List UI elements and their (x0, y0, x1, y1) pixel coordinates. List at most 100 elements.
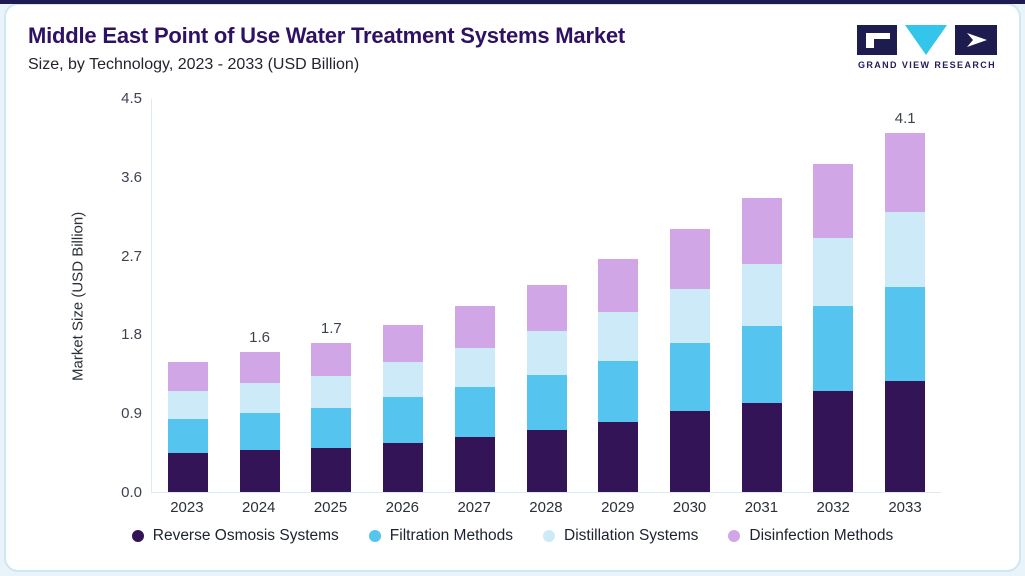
bar-segment (741, 325, 782, 403)
bar-2032 (798, 99, 870, 492)
y-tick-label: 0.9 (121, 405, 142, 423)
header: Middle East Point of Use Water Treatment… (6, 5, 1019, 99)
bar-segment (454, 386, 495, 437)
y-tick-label: 2.7 (121, 247, 142, 265)
bar-segment (670, 343, 710, 412)
bar-segment (526, 429, 567, 492)
x-tick-label: 2025 (313, 499, 348, 516)
legend-dot-icon (368, 530, 381, 542)
legend-item: Distillation Systems (543, 527, 698, 545)
bar-segment (311, 376, 352, 408)
bar-2033: 4.1 (869, 99, 941, 492)
bar-segment (526, 374, 567, 430)
bar-segment (311, 407, 352, 449)
x-tick-label: 2029 (601, 499, 635, 516)
bar-total-label: 1.6 (249, 328, 271, 346)
bar-2028 (511, 99, 583, 492)
grand-view-research-logo: GRAND VIEW RESEARCH (857, 25, 997, 70)
legend: Reverse Osmosis Systems Filtration Method… (6, 527, 1019, 545)
x-tick-label: 2026 (385, 499, 420, 516)
bar-segment (741, 402, 782, 492)
x-tick-label: 2033 (888, 499, 922, 516)
logo-mark-icon (857, 25, 997, 55)
x-tick-label: 2028 (529, 499, 563, 516)
bar-segment (239, 449, 280, 492)
bar-segment (813, 391, 854, 492)
bar-2023 (152, 99, 224, 492)
bar-2029 (582, 99, 654, 492)
bar-2030 (654, 99, 726, 492)
bar-segment (813, 306, 854, 392)
bar-segment (670, 288, 710, 344)
bar-segment (598, 421, 639, 492)
bar-segment (598, 311, 639, 361)
stacked-bar-chart: Market Size (USD Billion) 0.0 0.9 1.8 2.7 3.… (6, 90, 1019, 523)
bar-total-label: 4.1 (894, 110, 916, 128)
bar-segment (239, 383, 280, 414)
bar-segment (383, 397, 424, 443)
bar-segment (741, 264, 782, 326)
bar-segment (885, 133, 926, 212)
bar-segment (526, 330, 567, 375)
bar-segment (670, 411, 710, 492)
legend-label: Disinfection Methods (749, 527, 894, 544)
bar-segment (311, 343, 352, 377)
legend-label: Filtration Methods (389, 527, 513, 544)
bar-segment (813, 238, 854, 307)
x-tick-label: 2027 (457, 499, 491, 516)
legend-dot-icon (131, 530, 144, 542)
bar-segment (454, 305, 495, 348)
plot-area: 1.6 1.7 4.1 (151, 99, 941, 493)
x-tick-label: 2023 (170, 499, 204, 516)
x-tick-label: 2031 (744, 499, 779, 516)
y-tick-label: 0.0 (121, 484, 142, 501)
top-rule (0, 0, 1025, 4)
page-subtitle: Size, by Technology, 2023 - 2033 (USD Bi… (28, 56, 360, 74)
bar-2024: 1.6 (224, 99, 296, 492)
bar-segment (885, 380, 926, 492)
bar-2025: 1.7 (295, 99, 367, 492)
bar-segment (383, 324, 424, 363)
bar-segment (239, 351, 280, 384)
bar-segment (670, 229, 710, 289)
bar-segment (885, 287, 926, 381)
bar-segment (239, 413, 280, 450)
title-block: Middle East Point of Use Water Treatment… (28, 23, 625, 74)
bar-2026 (367, 99, 439, 492)
legend-item: Filtration Methods (368, 527, 513, 545)
y-axis-label: Market Size (USD Billion) (69, 211, 87, 381)
bar-segment (454, 347, 495, 387)
bar-2031 (726, 99, 798, 492)
legend-label: Reverse Osmosis Systems (152, 527, 339, 544)
bar-segment (167, 419, 208, 453)
x-axis-labels: 2023 2024 2025 2026 2027 2028 2029 2030 2031 2032… (151, 499, 941, 516)
bar-segment (885, 211, 926, 288)
bar-segment (383, 442, 424, 492)
page-title: Middle East Point of Use Water Treatment… (28, 23, 626, 48)
y-tick-label: 4.5 (121, 90, 142, 107)
bar-segment (167, 362, 208, 392)
legend-dot-icon (543, 530, 555, 542)
bar-segment (598, 259, 639, 312)
y-tick-label: 1.8 (121, 326, 142, 344)
y-tick-label: 3.6 (121, 168, 142, 186)
bar-segment (167, 391, 208, 420)
legend-item: Disinfection Methods (728, 527, 893, 545)
x-tick-label: 2032 (816, 499, 850, 516)
x-tick-label: 2030 (672, 499, 707, 516)
bar-2027 (439, 99, 511, 492)
legend-dot-icon (728, 530, 741, 542)
legend-item: Reverse Osmosis Systems (131, 527, 339, 545)
x-tick-label: 2024 (242, 499, 276, 516)
bar-segment (813, 163, 854, 239)
bar-segment (383, 362, 424, 398)
y-axis-ticks: 0.0 0.9 1.8 2.7 3.6 4.5 (94, 90, 142, 501)
bar-segment (526, 284, 567, 331)
bar-segment (311, 448, 352, 492)
logo-text: GRAND VIEW RESEARCH (857, 60, 997, 70)
bar-segment (741, 197, 782, 265)
bar-total-label: 1.7 (320, 320, 342, 338)
bar-segment (167, 452, 208, 492)
chart-card: Middle East Point of Use Water Treatment… (4, 3, 1021, 572)
